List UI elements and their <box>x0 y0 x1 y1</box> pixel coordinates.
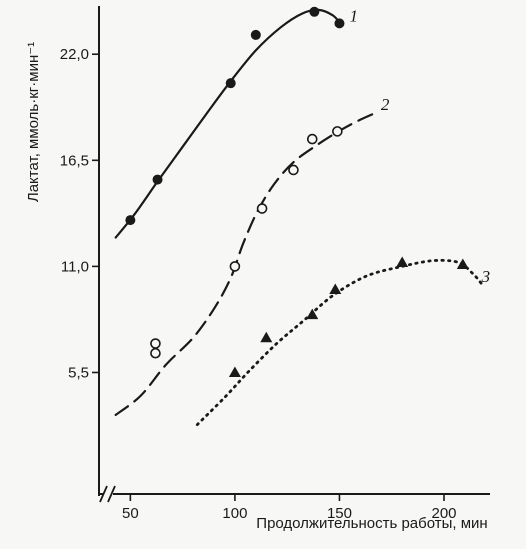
y-tick-label: 16,5 <box>60 152 89 169</box>
series-3-point <box>456 258 469 269</box>
series-3-label: 3 <box>481 267 491 286</box>
x-tick-label: 200 <box>431 505 456 522</box>
series-3-point <box>228 366 241 377</box>
series-3-point <box>329 283 342 295</box>
series-1-point <box>334 18 345 29</box>
y-axis-title: Лактат, ммоль·кг·мин⁻¹ <box>25 42 42 202</box>
series-1-point <box>309 6 320 17</box>
series-3-point <box>260 331 273 343</box>
x-tick-label: 100 <box>222 505 247 522</box>
y-tick-label: 5,5 <box>68 364 89 381</box>
series-2-point <box>229 261 241 272</box>
x-axis-break <box>99 485 116 503</box>
series-3-point <box>306 308 319 320</box>
series-3-line <box>195 258 483 426</box>
series-2-point <box>288 164 299 176</box>
series-2-line <box>114 112 374 416</box>
y-tick-label: 11,0 <box>61 258 89 275</box>
series-2-point <box>256 203 268 214</box>
series-2-point <box>150 347 161 359</box>
series-1-point <box>250 29 261 40</box>
series-2-point <box>306 133 318 145</box>
series-3-point <box>396 256 409 268</box>
x-tick-label: 50 <box>122 505 139 522</box>
series-1-line <box>114 8 343 239</box>
x-tick-label: 150 <box>327 505 352 522</box>
series-1-point <box>225 78 236 89</box>
series-1-point <box>125 215 136 226</box>
y-tick-label: 22,0 <box>60 46 89 63</box>
series-2-point <box>150 338 161 349</box>
series-2-point <box>332 126 343 137</box>
x-axis-title: Продолжительность работы, мин <box>256 515 487 532</box>
series-1-point <box>152 174 163 185</box>
series-1-label: 1 <box>350 6 359 25</box>
series-2-label: 2 <box>381 95 390 114</box>
